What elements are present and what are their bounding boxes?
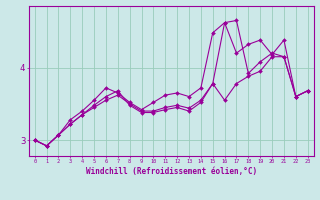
X-axis label: Windchill (Refroidissement éolien,°C): Windchill (Refroidissement éolien,°C)	[86, 167, 257, 176]
